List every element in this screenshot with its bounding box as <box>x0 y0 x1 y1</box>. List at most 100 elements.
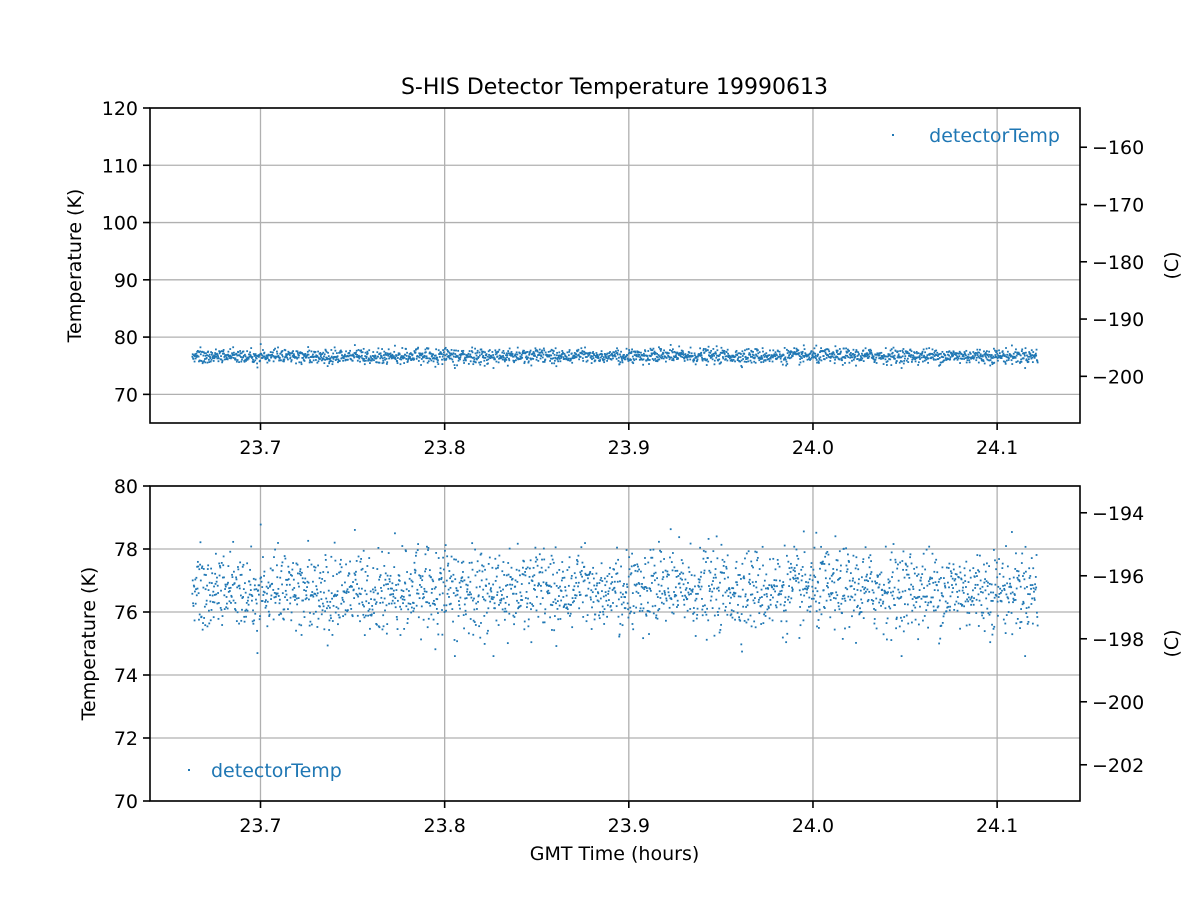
data-point <box>994 349 996 352</box>
data-point <box>318 577 321 580</box>
data-point <box>523 360 526 363</box>
data-point <box>305 594 308 597</box>
data-point <box>906 350 909 353</box>
data-point <box>444 549 446 552</box>
data-point <box>793 347 796 350</box>
data-point <box>837 601 840 604</box>
data-point <box>410 606 413 609</box>
data-point <box>344 353 346 356</box>
data-point <box>495 619 498 622</box>
data-point <box>481 564 483 567</box>
data-point <box>516 599 518 602</box>
data-point <box>234 602 237 604</box>
data-point <box>481 351 484 354</box>
data-point <box>259 343 262 345</box>
data-point <box>290 611 293 614</box>
data-point <box>315 610 317 613</box>
data-point <box>739 356 742 359</box>
data-point <box>438 593 441 596</box>
data-point <box>840 564 842 567</box>
data-point <box>654 571 657 574</box>
data-point <box>627 616 630 619</box>
data-point <box>920 354 923 356</box>
data-point <box>838 353 840 355</box>
data-point <box>592 601 595 603</box>
data-point <box>844 354 847 357</box>
data-point <box>473 360 476 363</box>
data-point <box>341 354 343 357</box>
data-point <box>665 597 668 600</box>
y-tick-label: 72 <box>114 728 138 750</box>
data-point <box>628 568 631 571</box>
data-point <box>295 629 297 632</box>
data-point <box>699 575 702 578</box>
data-point <box>553 353 556 356</box>
data-point <box>301 351 303 354</box>
data-point <box>819 350 822 352</box>
data-point <box>688 571 691 573</box>
data-point <box>899 561 902 564</box>
data-point <box>960 353 963 355</box>
data-point <box>949 570 952 573</box>
data-point <box>598 360 601 363</box>
data-point <box>221 352 224 355</box>
data-point <box>291 588 294 591</box>
data-point <box>262 590 265 593</box>
data-point <box>856 589 859 591</box>
data-point <box>609 566 611 569</box>
data-point <box>310 361 313 364</box>
data-point <box>705 638 708 641</box>
data-point <box>367 609 370 612</box>
data-point <box>966 593 969 596</box>
data-point <box>323 362 326 365</box>
data-point <box>706 607 708 610</box>
data-point <box>214 348 217 351</box>
data-point <box>1034 588 1037 591</box>
data-point <box>651 353 653 356</box>
data-point <box>656 617 659 620</box>
data-point <box>244 358 247 361</box>
data-point <box>872 357 875 359</box>
data-point <box>694 357 697 359</box>
data-point <box>759 596 761 599</box>
data-point <box>421 597 424 600</box>
data-point <box>478 354 481 357</box>
data-point <box>889 607 892 610</box>
data-point <box>777 350 779 353</box>
data-point <box>693 574 696 577</box>
data-point <box>708 351 711 354</box>
data-point <box>752 566 754 569</box>
data-point <box>288 571 291 574</box>
data-point <box>967 600 970 603</box>
data-point <box>407 608 410 611</box>
data-point <box>791 355 794 357</box>
data-point <box>251 599 253 602</box>
data-point <box>473 597 475 600</box>
data-point <box>298 572 301 575</box>
data-point <box>253 354 256 357</box>
data-point <box>908 355 911 357</box>
data-point <box>486 632 489 635</box>
data-point <box>524 597 527 599</box>
data-point <box>235 353 238 355</box>
data-point <box>217 592 219 594</box>
data-point <box>288 570 290 573</box>
data-point <box>739 619 742 622</box>
data-point <box>569 612 572 615</box>
data-point <box>252 358 254 361</box>
data-point <box>401 347 404 349</box>
data-point <box>673 591 675 593</box>
data-point <box>798 589 801 592</box>
data-point <box>715 356 718 359</box>
data-point <box>612 357 614 360</box>
data-point <box>401 545 404 547</box>
data-point <box>907 622 910 625</box>
data-point <box>402 602 404 605</box>
data-point <box>370 613 373 616</box>
data-point <box>1016 576 1019 579</box>
data-point <box>323 353 326 356</box>
data-point <box>426 347 428 350</box>
data-point <box>859 611 862 613</box>
data-point <box>597 591 599 594</box>
data-point <box>763 593 766 596</box>
